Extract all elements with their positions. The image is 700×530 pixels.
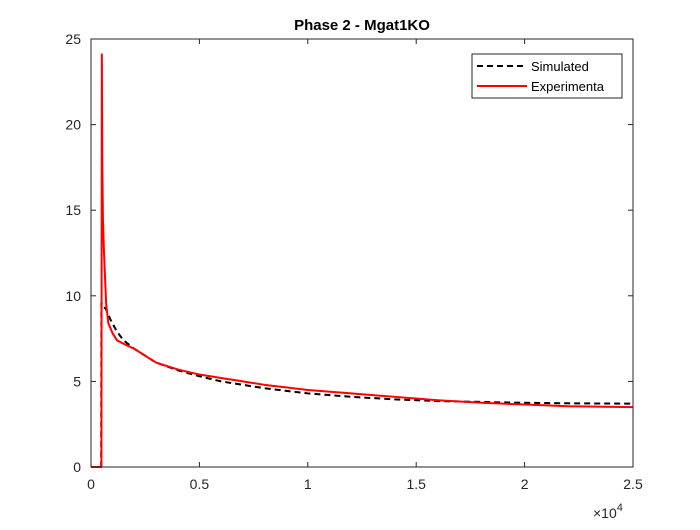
- x-tick-label: 1: [304, 476, 312, 492]
- x-exponent-power: 4: [617, 502, 623, 514]
- x-tick-label: 2: [521, 476, 529, 492]
- x-tick-label: 1.5: [406, 476, 426, 492]
- x-tick-label: 0.5: [190, 476, 210, 492]
- legend: Simulated Experimenta: [471, 53, 623, 99]
- legend-label-experimenta: Experimenta: [531, 79, 605, 94]
- axes-layer: [90, 38, 634, 468]
- y-tick-label: 5: [73, 373, 81, 389]
- y-tick-label: 20: [65, 117, 81, 133]
- legend-box: [471, 53, 623, 99]
- y-tick-label: 0: [73, 459, 81, 475]
- series-line-experimenta: [91, 53, 634, 468]
- x-exponent-label: ×104: [593, 502, 623, 521]
- x-tick-label: 2.5: [623, 476, 643, 492]
- ticks-layer: 0 0.5 1 1.5 2 2.5 0 5 10 15 20 25: [65, 31, 643, 492]
- series-layer: [91, 53, 634, 468]
- x-tick-label: 0: [87, 476, 95, 492]
- plot-area-background: [91, 39, 633, 467]
- axes-box: [90, 38, 634, 468]
- legend-label-simulated: Simulated: [531, 59, 589, 74]
- y-tick-label: 25: [65, 31, 81, 47]
- chart-title: Phase 2 - Mgat1KO: [294, 17, 430, 34]
- y-tick-label: 15: [65, 202, 81, 218]
- y-tick-label: 10: [65, 288, 81, 304]
- x-exponent-base: ×10: [593, 505, 617, 521]
